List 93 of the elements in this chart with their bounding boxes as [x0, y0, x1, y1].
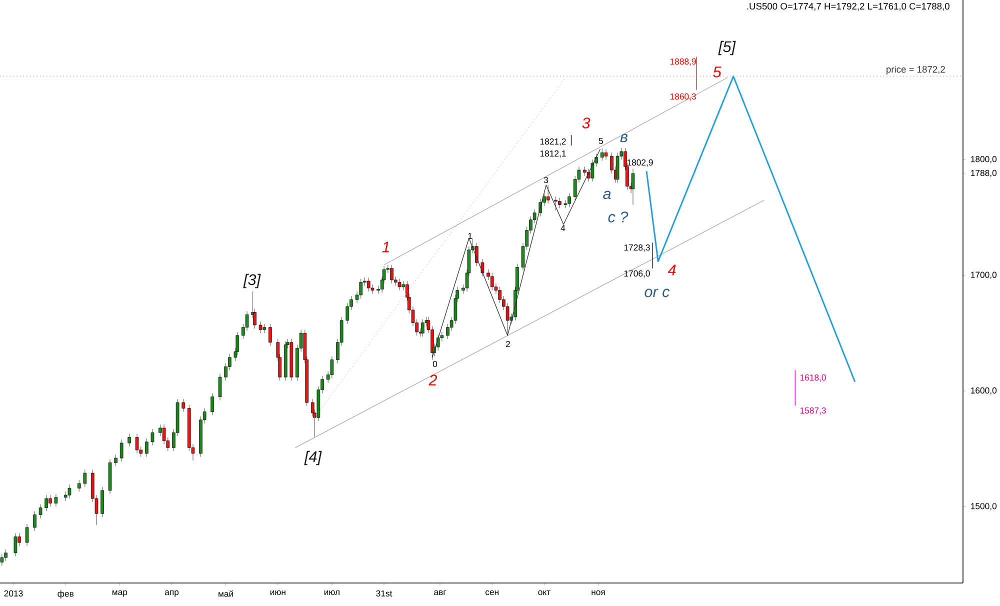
candlestick: [359, 278, 363, 299]
x-tick-label: июл: [324, 590, 340, 596]
x-tick-label: май: [218, 590, 234, 597]
annotation: 1587,3: [800, 407, 826, 415]
x-tick-label: окт: [538, 590, 550, 596]
annotation: 3: [544, 176, 548, 184]
candlestick: [258, 321, 262, 334]
line-series: [432, 148, 601, 358]
candlestick: [4, 549, 8, 562]
y-tick-label: 1500,0: [971, 503, 997, 510]
candlestick: [262, 324, 266, 334]
candlestick: [498, 286, 502, 304]
annotation: 1888,9: [670, 58, 696, 66]
annotation: [4]: [304, 450, 322, 466]
candlestick: [490, 272, 494, 291]
candlestick: [128, 434, 131, 447]
candlestick: [218, 373, 222, 400]
candlestick: [54, 494, 58, 507]
annotation: 5: [713, 66, 722, 78]
candlestick: [506, 302, 510, 336]
candlestick: [390, 264, 394, 284]
annotation: 1728,3: [624, 244, 650, 252]
candlestick: [346, 302, 350, 324]
x-tick-label: фев: [58, 590, 74, 598]
annotation: 0: [432, 360, 438, 368]
candlestick: [25, 524, 29, 546]
annotation: 2: [506, 340, 510, 348]
candlestick: [182, 398, 185, 412]
candlestick: [631, 168, 635, 205]
annotation: c ?: [608, 212, 628, 222]
x-tick-label: 2013: [4, 590, 23, 596]
annotation: 2: [428, 374, 438, 386]
candlestick: [600, 148, 604, 162]
y-tick-label: 1788,0: [971, 170, 997, 178]
candlestick: [100, 486, 104, 518]
x-tick-label: 31st: [376, 590, 392, 596]
candlestick: [114, 454, 118, 466]
annotation: 1812,1: [540, 150, 566, 158]
annotation: 4: [560, 225, 566, 231]
x-tick-label: авг: [434, 590, 446, 596]
annotation: в: [620, 134, 628, 142]
candlestick: [38, 504, 42, 518]
x-tick-label: ноя: [592, 590, 605, 596]
x-tick-label: июн: [270, 590, 286, 596]
y-tick-label: 1700,0: [971, 272, 997, 279]
candlestick: [568, 192, 571, 208]
candlestick: [604, 148, 608, 160]
annotation: .US500 O=1774,7 H=1792,2 L=1761,0 C=1788,0: [747, 2, 950, 11]
candlestick: [44, 494, 48, 512]
ref-line-label: price = 1872,2: [886, 66, 945, 75]
annotation: 3: [582, 118, 590, 128]
candlestick: [150, 428, 154, 446]
candlestick: [77, 480, 81, 492]
annotation: [3]: [243, 274, 261, 288]
candlestick: [120, 439, 124, 462]
annotation: 1: [468, 233, 472, 239]
candlestick: [366, 277, 370, 292]
annotation: 1821,2: [540, 138, 566, 146]
annotation: or c: [644, 288, 670, 298]
x-tick-label: сен: [486, 590, 498, 596]
candlestick: [145, 438, 148, 458]
candlestick: [68, 484, 72, 499]
candlestick: [0, 554, 4, 566]
annotation: 1860,3: [670, 93, 696, 101]
candlestick: [583, 166, 586, 176]
candlestick: [398, 278, 402, 291]
candlestick: [554, 196, 558, 211]
candlestick: [546, 184, 550, 204]
annotation: 1802,9: [627, 159, 653, 167]
y-tick-label: 1800,0: [971, 156, 997, 164]
annotation: 1: [382, 242, 389, 252]
annotation: [5]: [718, 40, 736, 56]
candlestick: [83, 469, 87, 488]
candlestick: [268, 324, 272, 346]
candlestick: [480, 258, 484, 277]
candlestick: [616, 152, 620, 183]
candlestick: [446, 324, 450, 340]
candlestick: [135, 434, 139, 454]
candlestick: [48, 494, 52, 507]
y-tick-label: 1600,0: [971, 387, 997, 395]
x-tick-label: мар: [112, 590, 128, 597]
candlestick: [210, 393, 214, 416]
annotation: 4: [668, 264, 676, 276]
candlestick: [590, 159, 594, 182]
candlestick: [33, 511, 36, 532]
annotation: 5: [598, 138, 604, 144]
candlestick: [14, 533, 18, 557]
annotation: 1618,0: [800, 374, 826, 382]
annotation: 1706,0: [624, 270, 650, 278]
candlestick: [564, 200, 568, 208]
x-tick-label: апр: [164, 590, 179, 597]
annotation: a: [603, 190, 611, 200]
candlestick: [558, 198, 562, 208]
